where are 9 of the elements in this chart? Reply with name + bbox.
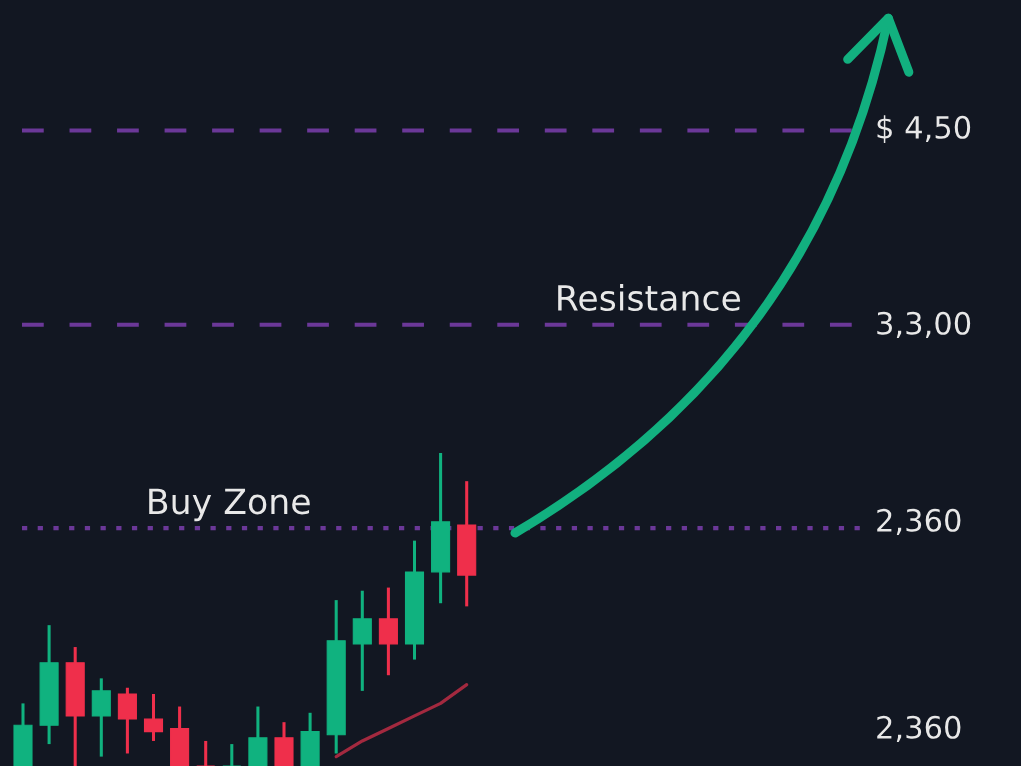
annotation: Buy Zone (149, 488, 310, 522)
text: $ 4,50 (877, 115, 971, 143)
annotation: Resistance (558, 284, 741, 311)
text: 3,3,00 (877, 311, 971, 338)
candlestick (196, 739, 216, 766)
text: 2,360 (877, 715, 961, 742)
candlestick (143, 694, 164, 741)
text: 2,360 (877, 508, 961, 535)
candlestick (222, 744, 242, 766)
